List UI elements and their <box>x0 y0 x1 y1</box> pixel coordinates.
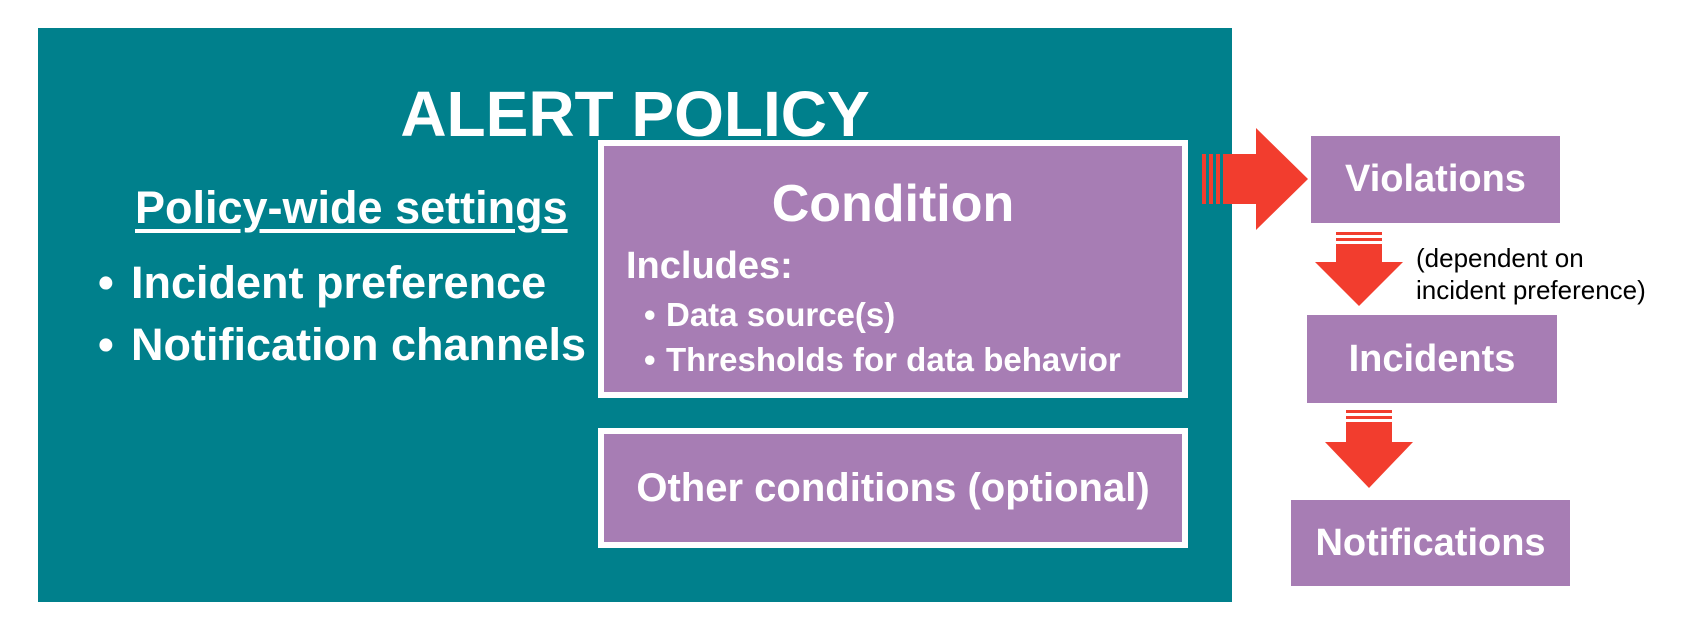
notifications-box: Notifications <box>1291 500 1570 586</box>
condition-item-data-sources: Data source(s) <box>644 292 1121 337</box>
condition-items-list: Data source(s) Thresholds for data behav… <box>644 292 1121 382</box>
policy-settings-list: Incident preference Notification channel… <box>98 252 586 376</box>
note-line-1: (dependent on <box>1416 243 1584 273</box>
arrow-right-shape <box>1202 128 1308 230</box>
condition-box: Condition Includes: Data source(s) Thres… <box>598 140 1188 398</box>
note-line-2: incident preference) <box>1416 275 1646 305</box>
policy-title: ALERT POLICY <box>400 78 870 150</box>
arrow-right-icon <box>1202 128 1308 230</box>
policy-settings-heading: Policy-wide settings <box>135 182 568 233</box>
arrow-down-icon <box>1315 232 1403 306</box>
condition-item-thresholds: Thresholds for data behavior <box>644 337 1121 382</box>
incident-dependency-note: (dependent on incident preference) <box>1416 242 1646 306</box>
violations-box: Violations <box>1311 136 1560 223</box>
setting-incident-preference: Incident preference <box>98 252 586 314</box>
condition-includes-label: Includes: <box>626 245 793 287</box>
condition-title: Condition <box>771 175 1015 233</box>
setting-notification-channels: Notification channels <box>98 314 586 376</box>
arrow-down-icon <box>1325 410 1413 488</box>
other-conditions-label: Other conditions (optional) <box>636 465 1150 510</box>
incidents-box: Incidents <box>1307 315 1557 403</box>
arrow-down-shape-1 <box>1315 232 1403 306</box>
arrow-down-shape-2 <box>1325 410 1413 488</box>
other-conditions-box: Other conditions (optional) <box>598 428 1188 548</box>
